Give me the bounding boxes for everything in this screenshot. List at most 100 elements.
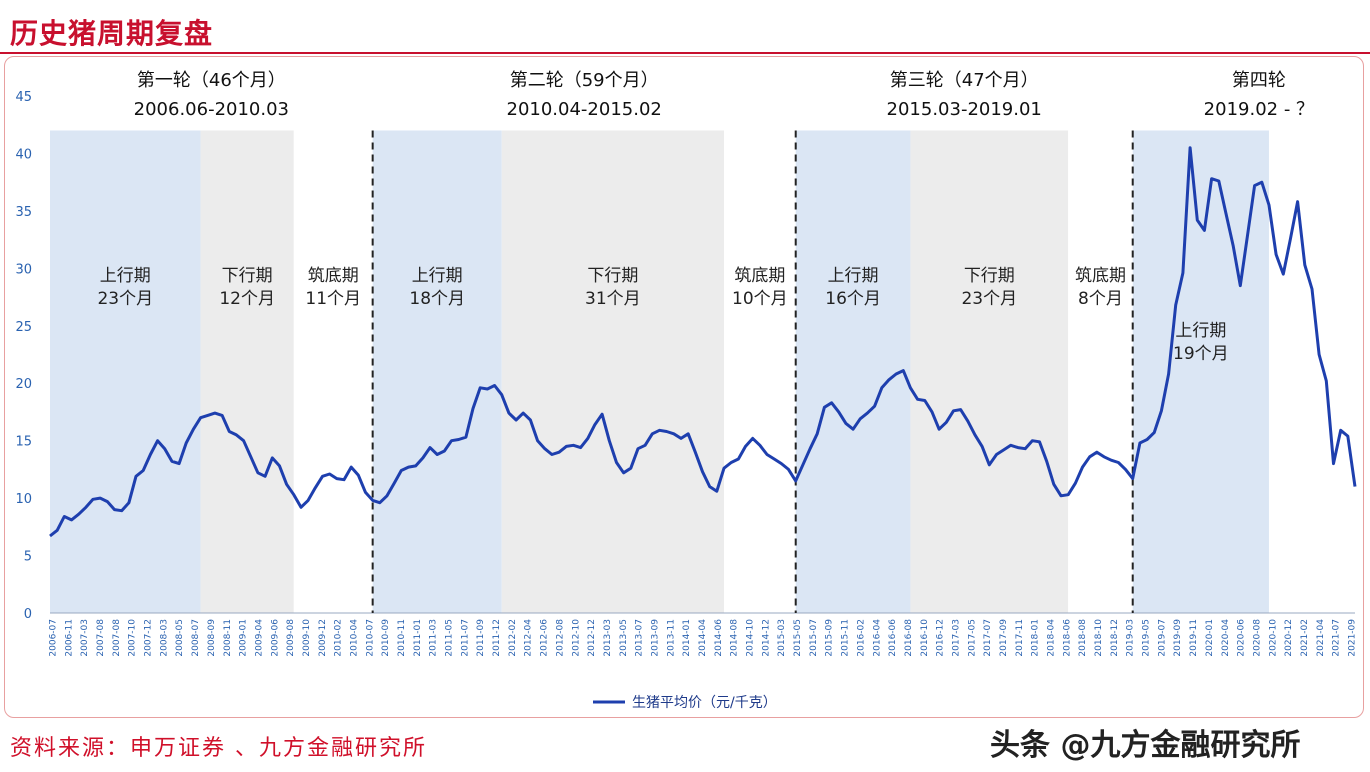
x-tick-label: 2016-10 <box>920 619 930 657</box>
x-tick-label: 2017-11 <box>1015 619 1025 657</box>
x-tick-label: 2020-12 <box>1284 619 1294 657</box>
phase-band <box>200 130 294 613</box>
x-tick-label: 2018-12 <box>1110 619 1120 657</box>
phase-band <box>795 130 911 613</box>
x-tick-label: 2016-02 <box>856 619 866 657</box>
x-tick-label: 2013-05 <box>619 619 629 657</box>
x-tick-label: 2012-08 <box>555 619 565 657</box>
phase-band <box>910 130 1069 613</box>
price-series-line <box>49 146 1357 538</box>
x-tick-label: 2013-03 <box>603 619 613 657</box>
phase-label: 上行期 <box>100 266 151 286</box>
x-tick-label: 2020-08 <box>1252 619 1262 657</box>
phase-duration: 31个月 <box>585 289 641 309</box>
round-date-range: 2015.03-2019.01 <box>887 99 1042 120</box>
x-tick-label: 2006-07 <box>49 619 59 657</box>
phase-label: 筑底期 <box>308 266 359 286</box>
x-tick-label: 2014-04 <box>698 619 708 657</box>
x-tick-label: 2015-09 <box>825 619 835 657</box>
x-tick-label: 2011-01 <box>413 619 423 657</box>
title-underline <box>0 52 1370 54</box>
x-tick-label: 2007-10 <box>128 619 138 657</box>
x-tick-label: 2007-08 <box>112 619 122 657</box>
x-tick-label: 2012-10 <box>571 619 581 657</box>
phase-duration: 23个月 <box>961 289 1017 309</box>
phase-label: 上行期 <box>1175 321 1226 341</box>
x-tick-label: 2019-05 <box>1142 619 1152 657</box>
x-tick-label: 2020-10 <box>1268 619 1278 657</box>
x-tick-label: 2009-06 <box>270 619 280 657</box>
x-tick-label: 2016-08 <box>904 619 914 657</box>
y-tick-label: 45 <box>15 90 32 105</box>
x-tick-label: 2009-04 <box>254 619 264 657</box>
chart-frame <box>4 56 1364 718</box>
x-tick-label: 2014-12 <box>761 619 771 657</box>
x-tick-label: 2012-06 <box>540 619 550 657</box>
x-tick-label: 2012-12 <box>587 619 597 657</box>
x-tick-label: 2020-06 <box>1237 619 1247 657</box>
x-tick-label: 2013-11 <box>666 619 676 657</box>
phase-label: 上行期 <box>828 266 879 286</box>
x-tick-label: 2021-02 <box>1300 619 1310 657</box>
phase-label: 下行期 <box>222 266 273 286</box>
x-tick-label: 2011-05 <box>445 619 455 657</box>
phase-duration: 23个月 <box>97 289 153 309</box>
y-tick-label: 25 <box>15 320 32 335</box>
source-note: 资料来源：申万证券 、九方金融研究所 <box>10 736 427 761</box>
round-title: 第四轮 <box>1232 70 1286 91</box>
x-tick-label: 2014-01 <box>682 619 692 657</box>
x-tick-label: 2021-04 <box>1316 619 1326 657</box>
x-tick-label: 2011-03 <box>429 619 439 657</box>
y-tick-label: 0 <box>24 607 32 622</box>
x-tick-label: 2008-07 <box>191 619 201 657</box>
y-tick-label: 5 <box>24 550 32 565</box>
x-tick-label: 2010-07 <box>365 619 375 657</box>
x-tick-label: 2017-09 <box>999 619 1009 657</box>
x-tick-label: 2017-03 <box>951 619 961 657</box>
x-tick-label: 2012-02 <box>508 619 518 657</box>
phase-band <box>501 130 725 613</box>
x-tick-label: 2017-05 <box>967 619 977 657</box>
x-tick-label: 2007-12 <box>144 619 154 657</box>
x-tick-label: 2013-09 <box>650 619 660 657</box>
phase-label: 筑底期 <box>1075 266 1126 286</box>
phase-label: 筑底期 <box>734 266 785 286</box>
x-tick-label: 2020-01 <box>1205 619 1215 657</box>
x-tick-label: 2018-06 <box>1062 619 1072 657</box>
phase-band <box>293 130 373 613</box>
watermark: 头条 @九方金融研究所 <box>990 728 1301 763</box>
x-tick-label: 2019-09 <box>1173 619 1183 657</box>
x-tick-label: 2009-12 <box>318 619 328 657</box>
round-date-range: 2010.04-2015.02 <box>507 99 662 120</box>
x-tick-label: 2009-01 <box>239 619 249 657</box>
phase-label: 上行期 <box>412 266 463 286</box>
x-tick-label: 2018-04 <box>1047 619 1057 657</box>
phase-duration: 19个月 <box>1173 344 1229 364</box>
legend-label: 生猪平均价（元/千克） <box>632 695 777 711</box>
y-tick-label: 15 <box>15 435 32 450</box>
x-tick-label: 2007-08 <box>96 619 106 657</box>
x-tick-label: 2010-09 <box>381 619 391 657</box>
x-tick-label: 2010-02 <box>334 619 344 657</box>
x-tick-label: 2019-03 <box>1126 619 1136 657</box>
x-tick-label: 2015-07 <box>809 619 819 657</box>
x-tick-label: 2008-09 <box>207 619 217 657</box>
x-tick-label: 2010-04 <box>349 619 359 657</box>
y-tick-label: 30 <box>15 262 32 277</box>
round-date-range: 2019.02 - ？ <box>1204 99 1314 120</box>
x-tick-label: 2011-09 <box>476 619 486 657</box>
x-tick-label: 2021-09 <box>1348 619 1358 657</box>
x-tick-label: 2016-06 <box>888 619 898 657</box>
x-tick-label: 2011-12 <box>492 619 502 657</box>
y-tick-label: 20 <box>15 377 32 392</box>
x-tick-label: 2008-03 <box>159 619 169 657</box>
x-tick-label: 2014-08 <box>730 619 740 657</box>
x-tick-label: 2016-04 <box>872 619 882 657</box>
phase-label: 下行期 <box>587 266 638 286</box>
phase-band <box>1068 130 1133 613</box>
round-title: 第一轮（46个月） <box>137 70 286 91</box>
phase-label: 下行期 <box>964 266 1015 286</box>
phase-duration: 10个月 <box>732 289 788 309</box>
x-tick-label: 2011-07 <box>460 619 470 657</box>
